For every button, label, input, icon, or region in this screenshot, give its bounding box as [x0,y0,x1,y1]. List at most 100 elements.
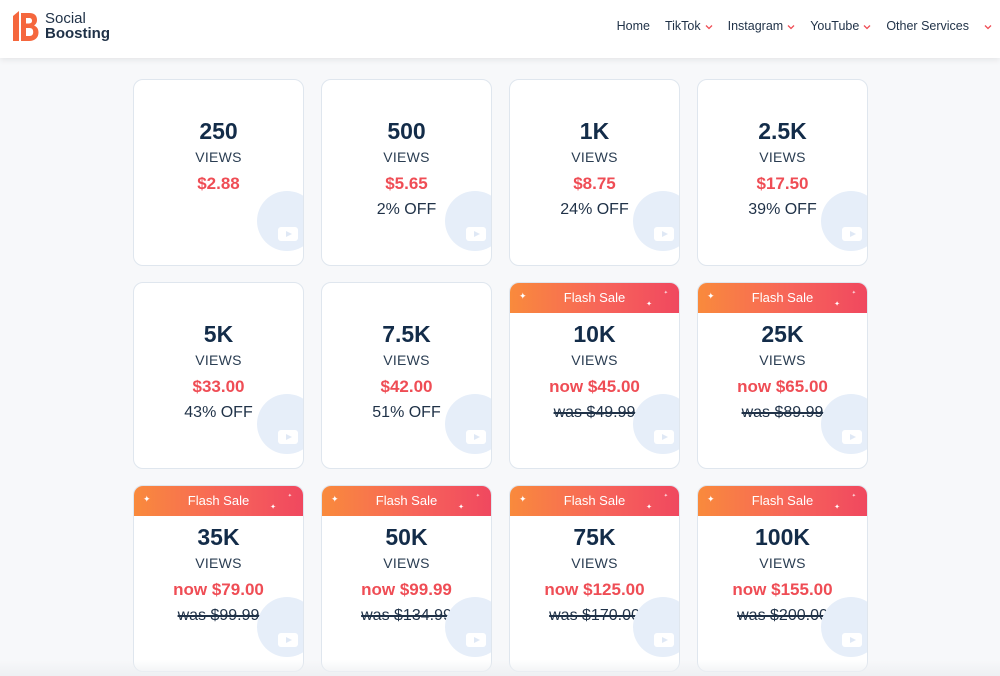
package-price: $5.65 [385,174,428,193]
nav-label: Home [616,19,650,33]
brand-line-2: Boosting [45,25,110,42]
watermark-circle [445,394,491,454]
package-amount: 250 [199,118,238,144]
original-price: was $99.99 [134,607,303,625]
youtube-play-icon [654,227,674,241]
package-price: now $125.00 [544,580,645,599]
original-price: was $200.00 [698,607,867,625]
package-card[interactable]: 7.5K VIEWS $42.00 51% OFF [321,282,492,469]
sparkle-icon: ✦ [707,291,715,301]
main-nav: Home TikTok Instagram YouTube Other Serv… [617,17,992,35]
package-amount: 10K [573,321,616,347]
sparkle-icon: ✦ [475,493,480,499]
nav-label: Other Services [886,19,969,33]
package-card[interactable]: 1K VIEWS $8.75 24% OFF [509,79,680,266]
sparkle-icon: ✦ [851,493,856,499]
nav-label: YouTube [810,19,860,33]
package-unit: VIEWS [571,352,618,368]
package-card[interactable]: 5K VIEWS $33.00 43% OFF [133,282,304,469]
watermark-circle [445,191,491,251]
nav-home[interactable]: Home [617,19,650,33]
discount-label: 24% OFF [560,201,629,218]
package-card[interactable]: 500 VIEWS $5.65 2% OFF [321,79,492,266]
nav-label: Instagram [727,19,784,33]
package-card[interactable]: ✦ Flash Sale ✦ ✦ 35K VIEWS now $79.00 wa… [133,485,304,672]
package-price: now $155.00 [732,580,833,599]
watermark-circle [445,597,491,657]
flash-sale-banner: ✦ Flash Sale ✦ ✦ [698,486,867,516]
discount-label: 2% OFF [376,201,437,218]
package-unit: VIEWS [383,149,430,165]
package-price: now $79.00 [173,580,264,599]
youtube-play-icon [278,227,298,241]
flash-sale-label: Flash Sale [751,290,814,305]
package-unit: VIEWS [571,149,618,165]
youtube-play-icon [278,430,298,444]
package-card[interactable]: ✦ Flash Sale ✦ ✦ 50K VIEWS now $99.99 wa… [321,485,492,672]
nav-instagram[interactable]: Instagram [728,19,796,33]
sparkle-icon: ✦ [646,504,652,511]
original-price-text: was $99.99 [177,607,260,624]
nav-tiktok[interactable]: TikTok [665,19,713,33]
sparkle-icon: ✦ [331,494,339,504]
sparkle-icon: ✦ [707,494,715,504]
package-amount: 500 [387,118,426,144]
package-unit: VIEWS [195,149,242,165]
sparkle-icon: ✦ [851,290,856,296]
brand-wordmark: Social Boosting [45,11,110,41]
discount-label: 51% OFF [372,404,441,421]
watermark-circle [633,394,679,454]
youtube-play-icon [654,430,674,444]
package-unit: VIEWS [571,555,618,571]
flash-sale-banner: ✦ Flash Sale ✦ ✦ [698,283,867,313]
nav-youtube[interactable]: YouTube [810,19,871,33]
chevron-down-icon [984,24,992,29]
package-card[interactable]: ✦ Flash Sale ✦ ✦ 100K VIEWS now $155.00 … [697,485,868,672]
package-amount: 25K [761,321,804,347]
package-card[interactable]: ✦ Flash Sale ✦ ✦ 75K VIEWS now $125.00 w… [509,485,680,672]
youtube-play-icon [466,430,486,444]
flash-sale-banner: ✦ Flash Sale ✦ ✦ [322,486,491,516]
package-amount: 35K [197,524,240,550]
watermark-circle [821,394,867,454]
discount-label: 43% OFF [184,404,253,421]
watermark-circle [821,597,867,657]
original-price-text: was $200.00 [737,607,828,624]
package-price: $42.00 [380,377,433,396]
logo-mark-icon [13,11,39,41]
watermark-circle [633,191,679,251]
package-amount: 50K [385,524,428,550]
flash-sale-banner: ✦ Flash Sale ✦ ✦ [510,283,679,313]
chevron-down-icon [787,24,795,29]
youtube-play-icon [466,633,486,647]
youtube-play-icon [654,633,674,647]
chevron-down-icon [705,24,713,29]
sparkle-icon: ✦ [663,290,668,296]
flash-sale-label: Flash Sale [563,290,626,305]
youtube-play-icon [466,227,486,241]
package-price: now $99.99 [361,580,452,599]
package-amount: 2.5K [758,118,807,144]
flash-sale-banner: ✦ Flash Sale ✦ ✦ [510,486,679,516]
package-unit: VIEWS [759,555,806,571]
original-price: was $134.99 [322,607,491,625]
brand-logo[interactable]: Social Boosting [10,8,110,44]
sparkle-icon: ✦ [646,301,652,308]
sparkle-icon: ✦ [270,504,276,511]
original-price: was $49.99 [510,404,679,422]
watermark-circle [633,597,679,657]
package-price: $17.50 [756,174,809,193]
flash-sale-label: Flash Sale [187,493,250,508]
nav-other-services[interactable]: Other Services [886,19,992,33]
package-card[interactable]: ✦ Flash Sale ✦ ✦ 10K VIEWS now $45.00 wa… [509,282,680,469]
watermark-circle [821,191,867,251]
package-card[interactable]: 2.5K VIEWS $17.50 39% OFF [697,79,868,266]
package-card[interactable]: ✦ Flash Sale ✦ ✦ 25K VIEWS now $65.00 wa… [697,282,868,469]
package-grid: 250 VIEWS $2.88 500 VIEWS $5.65 2% OFF 1… [133,79,868,672]
sparkle-icon: ✦ [834,301,840,308]
package-card[interactable]: 250 VIEWS $2.88 [133,79,304,266]
package-price: now $65.00 [737,377,828,396]
sparkle-icon: ✦ [663,493,668,499]
package-price: $33.00 [192,377,245,396]
original-price: was $89.99 [698,404,867,422]
